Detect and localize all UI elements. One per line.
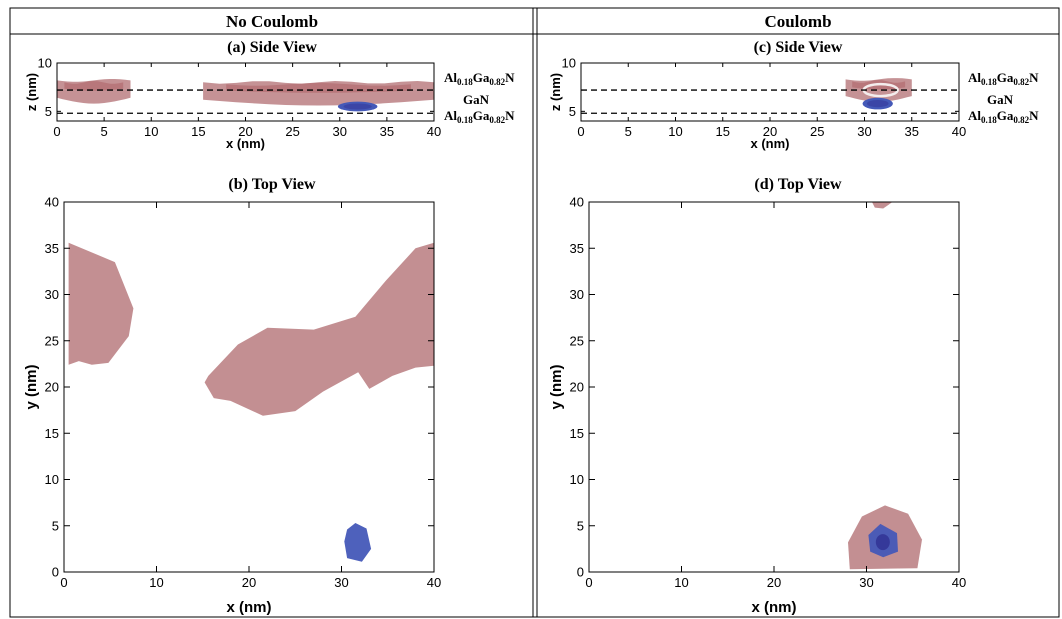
- side-view-title-c: (c) Side View: [754, 39, 843, 56]
- y-tick-label: 15: [570, 426, 584, 441]
- y-tick-label: 20: [45, 380, 59, 395]
- hole-density-region: [68, 242, 134, 365]
- x-axis-label: x (nm): [752, 599, 797, 616]
- x-tick-label: 30: [333, 124, 347, 139]
- plot-area: [845, 78, 912, 110]
- y-axis-label: z (nm): [24, 73, 39, 111]
- x-tick-label: 0: [53, 124, 60, 139]
- layer-label-top-c: Al0.18Ga0.82N: [968, 70, 1039, 87]
- x-tick-label: 20: [238, 124, 252, 139]
- x-tick-label: 20: [763, 124, 777, 139]
- x-tick-label: 30: [334, 575, 348, 590]
- layer-label-middle-a: GaN: [463, 92, 490, 107]
- x-tick-label: 10: [144, 124, 158, 139]
- column-title-no-coulomb: No Coulomb: [226, 12, 318, 31]
- column-title-coulomb: Coulomb: [764, 12, 831, 31]
- x-tick-label: 20: [767, 575, 781, 590]
- y-tick-label: 5: [52, 518, 59, 533]
- y-tick-label: 40: [45, 195, 59, 210]
- y-tick-label: 20: [570, 380, 584, 395]
- y-tick-label: 25: [570, 333, 584, 348]
- y-tick-label: 5: [45, 104, 52, 119]
- y-tick-label: 30: [570, 287, 584, 302]
- x-tick-label: 0: [585, 575, 592, 590]
- x-tick-label: 35: [905, 124, 919, 139]
- plot-area: [68, 242, 434, 562]
- electron-density-core: [343, 103, 372, 110]
- outer-border: [9, 7, 1060, 618]
- y-axis-label: y (nm): [548, 364, 565, 409]
- y-tick-label: 5: [577, 518, 584, 533]
- hole-density-region: [203, 81, 434, 106]
- x-tick-label: 5: [101, 124, 108, 139]
- x-tick-label: 0: [577, 124, 584, 139]
- plot-area: [848, 202, 922, 570]
- x-tick-label: 10: [149, 575, 163, 590]
- layer-label-bottom-a: Al0.18Ga0.82N: [444, 108, 515, 125]
- hole-density-shade: [64, 81, 124, 91]
- x-axis-label: x (nm): [751, 136, 790, 151]
- hole-density-region: [57, 79, 131, 104]
- y-tick-label: 35: [570, 241, 584, 256]
- y-tick-label: 10: [562, 56, 576, 71]
- x-axis-label: x (nm): [227, 599, 272, 616]
- x-tick-label: 10: [674, 575, 688, 590]
- y-axis-label: y (nm): [23, 364, 40, 409]
- electron-density-core: [866, 99, 889, 108]
- hole-density-region: [872, 202, 893, 209]
- x-tick-label: 35: [380, 124, 394, 139]
- side-view-title-a: (a) Side View: [227, 39, 317, 56]
- x-tick-label: 0: [60, 575, 67, 590]
- top-view-title-b: (b) Top View: [228, 176, 316, 193]
- x-tick-label: 15: [191, 124, 205, 139]
- layer-label-middle-c: GaN: [987, 92, 1014, 107]
- layer-label-top-a: Al0.18Ga0.82N: [444, 70, 515, 87]
- top-view-plot-b: 0 10 20 30 40 0 5 10 15 20 25 30 35 40 x (nm) y (nm): [23, 195, 441, 617]
- electron-density-region: [344, 523, 372, 562]
- y-tick-label: 10: [45, 472, 59, 487]
- layer-label-bottom-c: Al0.18Ga0.82N: [968, 108, 1039, 125]
- y-tick-label: 40: [570, 195, 584, 210]
- top-view-plot-d: 0 10 20 30 40 0 5 10 15 20 25 30 35 40 x (nm) y (nm): [548, 195, 966, 617]
- x-tick-label: 20: [242, 575, 256, 590]
- x-tick-label: 30: [857, 124, 871, 139]
- x-tick-label: 40: [952, 575, 966, 590]
- y-tick-label: 10: [38, 56, 52, 71]
- x-tick-label: 40: [952, 124, 966, 139]
- y-tick-label: 30: [45, 287, 59, 302]
- x-tick-label: 5: [625, 124, 632, 139]
- y-tick-label: 35: [45, 241, 59, 256]
- x-tick-label: 40: [427, 124, 441, 139]
- hole-density-region: [845, 78, 912, 102]
- x-tick-label: 25: [285, 124, 299, 139]
- x-tick-label: 15: [716, 124, 730, 139]
- x-tick-label: 25: [810, 124, 824, 139]
- x-tick-label: 10: [668, 124, 682, 139]
- y-tick-label: 0: [577, 565, 584, 580]
- y-tick-label: 15: [45, 426, 59, 441]
- y-tick-label: 0: [52, 565, 59, 580]
- top-view-title-d: (d) Top View: [754, 176, 842, 193]
- x-tick-label: 40: [427, 575, 441, 590]
- electron-density-core: [875, 534, 890, 551]
- y-axis-label: z (nm): [548, 73, 563, 111]
- x-axis-label: x (nm): [226, 136, 265, 151]
- y-tick-label: 10: [570, 472, 584, 487]
- plot-area: [57, 79, 434, 112]
- y-tick-label: 25: [45, 333, 59, 348]
- y-tick-label: 5: [569, 104, 576, 119]
- x-tick-label: 30: [859, 575, 873, 590]
- hole-density-region: [204, 242, 434, 416]
